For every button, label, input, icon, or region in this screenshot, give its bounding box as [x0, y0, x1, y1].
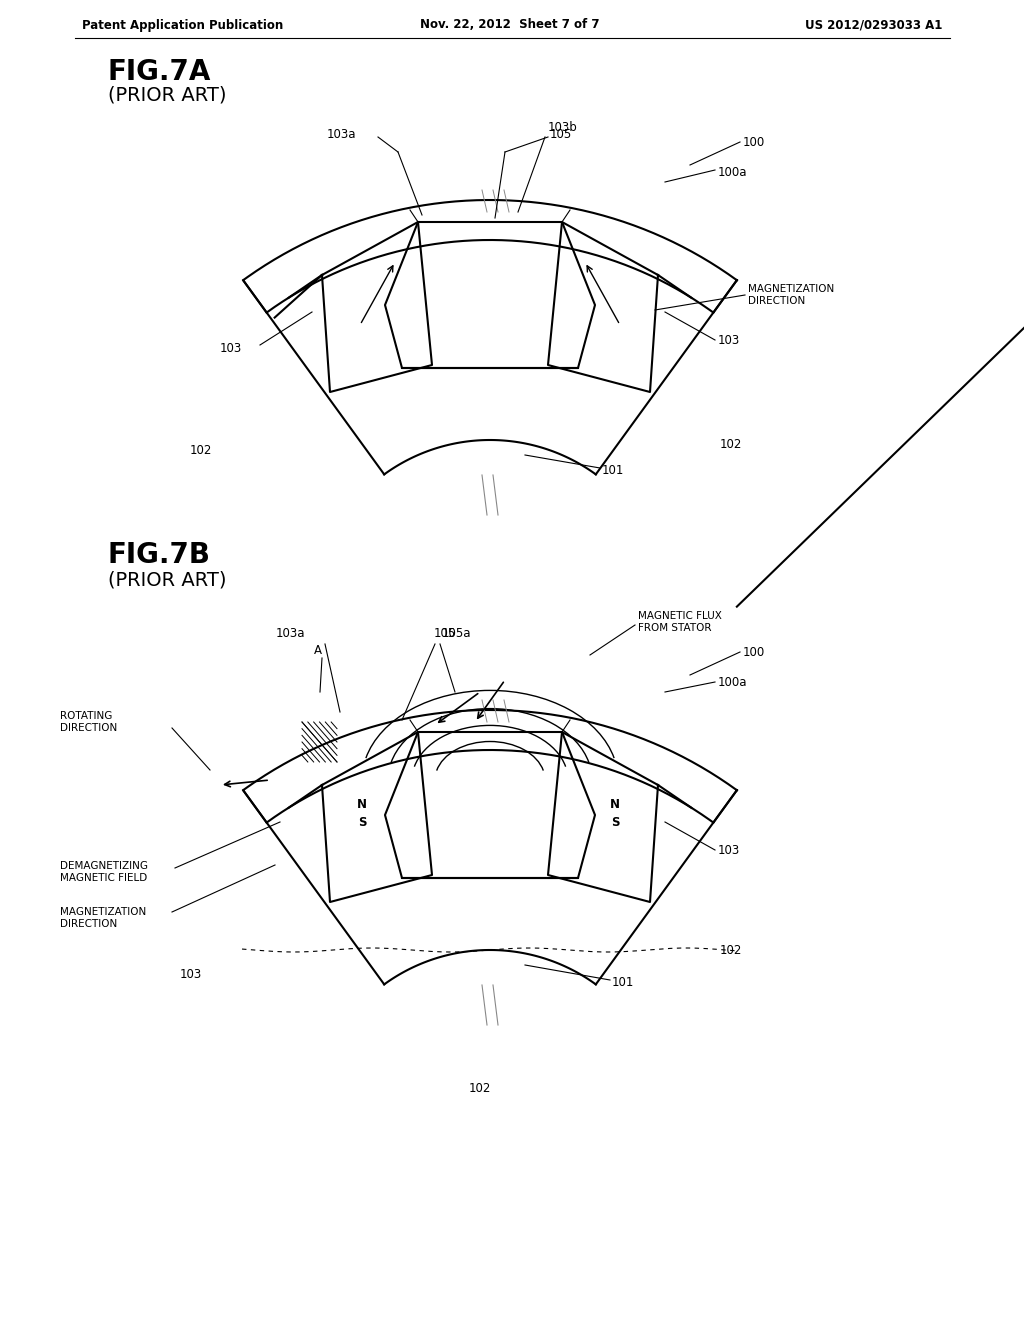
Text: US 2012/0293033 A1: US 2012/0293033 A1 — [805, 18, 942, 32]
Text: DEMAGNETIZING
MAGNETIC FIELD: DEMAGNETIZING MAGNETIC FIELD — [60, 861, 148, 883]
Text: ROTATING
DIRECTION: ROTATING DIRECTION — [60, 711, 118, 733]
Text: N: N — [357, 799, 367, 812]
Text: N: N — [610, 799, 620, 812]
Text: 103b: 103b — [548, 121, 578, 135]
Text: 100a: 100a — [718, 165, 748, 178]
Text: Patent Application Publication: Patent Application Publication — [82, 18, 284, 32]
Text: MAGNETIZATION
DIRECTION: MAGNETIZATION DIRECTION — [748, 284, 835, 306]
Text: Nov. 22, 2012  Sheet 7 of 7: Nov. 22, 2012 Sheet 7 of 7 — [420, 18, 599, 32]
Text: 102: 102 — [189, 444, 212, 457]
Text: 103: 103 — [220, 342, 242, 355]
Text: 102: 102 — [720, 438, 742, 451]
Text: FIG.7A: FIG.7A — [108, 58, 211, 86]
Text: 101: 101 — [612, 975, 635, 989]
Text: 103: 103 — [718, 334, 740, 346]
Text: (PRIOR ART): (PRIOR ART) — [108, 86, 226, 104]
Text: 105: 105 — [550, 128, 572, 141]
Text: MAGNETIZATION
DIRECTION: MAGNETIZATION DIRECTION — [60, 907, 146, 929]
Text: 103a: 103a — [275, 627, 305, 640]
Text: 100a: 100a — [718, 676, 748, 689]
Text: S: S — [610, 816, 620, 829]
Text: 100: 100 — [743, 136, 765, 149]
Text: 105a: 105a — [442, 627, 471, 640]
Text: 102: 102 — [720, 944, 742, 957]
Text: FIG.7B: FIG.7B — [108, 541, 211, 569]
Text: 103a: 103a — [327, 128, 356, 141]
Text: S: S — [357, 816, 367, 829]
Text: 103: 103 — [718, 843, 740, 857]
Text: MAGNETIC FLUX
FROM STATOR: MAGNETIC FLUX FROM STATOR — [638, 611, 722, 632]
Text: 105: 105 — [434, 627, 456, 640]
Text: 101: 101 — [602, 463, 625, 477]
Text: A: A — [314, 644, 322, 656]
Text: 103: 103 — [180, 969, 203, 982]
Text: (PRIOR ART): (PRIOR ART) — [108, 570, 226, 590]
Text: 102: 102 — [469, 1081, 492, 1094]
Text: 100: 100 — [743, 645, 765, 659]
